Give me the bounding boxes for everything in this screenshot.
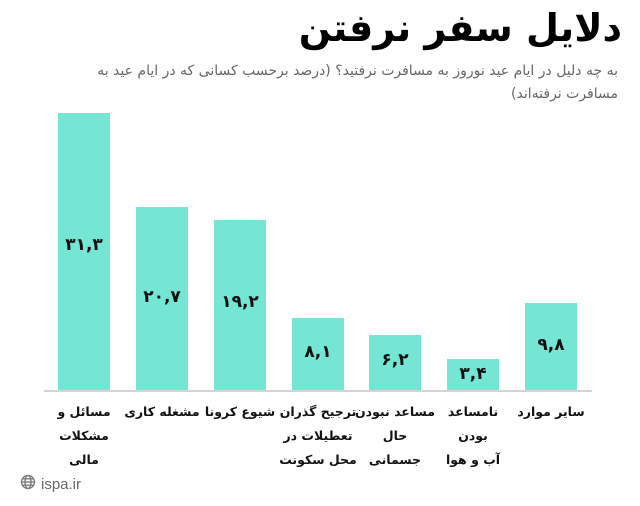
x-axis-baseline (44, 390, 592, 392)
bar-health: ۶,۲ (369, 335, 421, 390)
x-label-work: مشغله کاری (124, 404, 200, 419)
x-label-weather: نامساعد بودن آب و هوا (445, 404, 501, 467)
bar-value-label: ۱۹,۲ (221, 292, 259, 312)
bar-value-label: ۳,۴ (459, 364, 487, 384)
bar-stay-home: ۸,۱ (292, 318, 344, 390)
globe-icon (20, 474, 36, 494)
bar-weather: ۳,۴ (447, 359, 499, 390)
source-footer: ispa.ir (20, 474, 81, 494)
bar-financial: ۳۱,۳ (58, 113, 110, 390)
x-label-stay-home: ترجیح گذران تعطیلات در محل سکونت (279, 404, 357, 467)
x-label-health: مساعد نبودن حال جسمانی (355, 404, 435, 467)
bar-value-label: ۳۱,۳ (65, 235, 103, 255)
source-text: ispa.ir (41, 475, 82, 493)
bar-work: ۲۰,۷ (136, 207, 188, 390)
chart-title: دلایل سفر نرفتن (298, 6, 622, 50)
x-label-financial: مسائل و مشکلات مالی (57, 404, 111, 467)
bar-other: ۹,۸ (525, 303, 577, 390)
bar-corona: ۱۹,۲ (214, 220, 266, 390)
x-label-other: سایر موارد (517, 404, 585, 419)
bar-value-label: ۶,۲ (381, 350, 409, 370)
bar-value-label: ۹,۸ (537, 335, 565, 355)
bar-value-label: ۲۰,۷ (143, 287, 181, 307)
chart-subtitle: به چه دلیل در ایام عید نوروز به مسافرت ن… (97, 63, 618, 102)
x-label-corona: شیوع کرونا (204, 404, 276, 419)
bar-value-label: ۸,۱ (304, 342, 332, 362)
